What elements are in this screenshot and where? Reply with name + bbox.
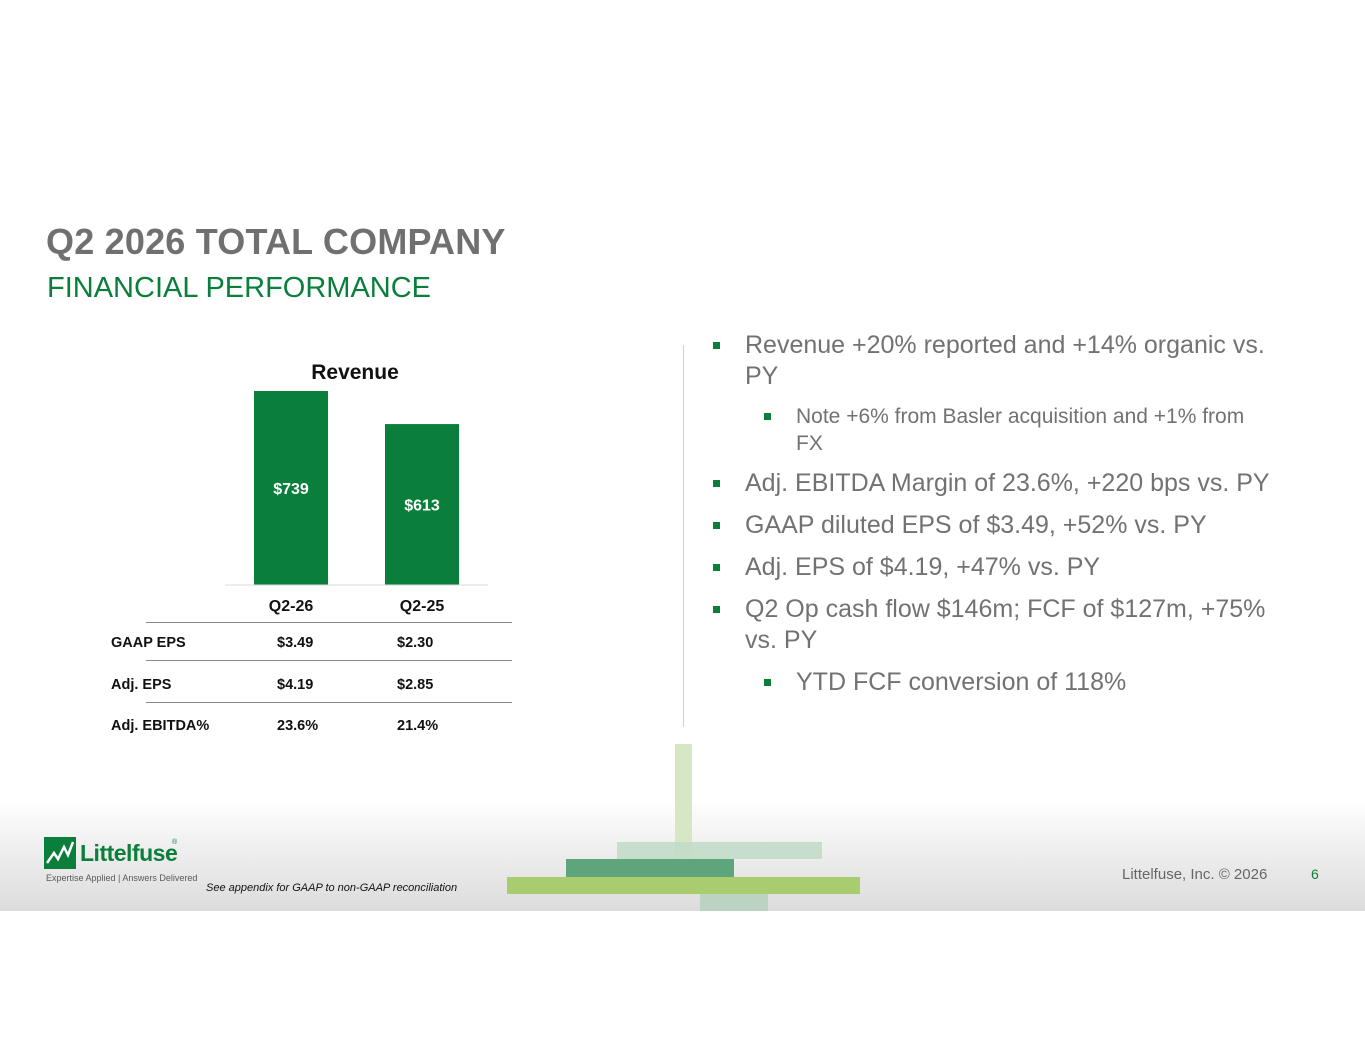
chart-title: Revenue [311, 361, 399, 384]
bullet-square-icon [764, 413, 771, 420]
decorative-bar [507, 877, 860, 894]
decorative-bar [700, 894, 768, 911]
footnote: See appendix for GAAP to non-GAAP reconc… [206, 882, 458, 894]
metric-value-q2-25: 21.4% [397, 718, 439, 734]
logo-mark-icon [44, 837, 76, 869]
metric-label: Adj. EBITDA% [111, 718, 210, 734]
bullet-square-icon [713, 480, 720, 487]
vertical-divider [683, 345, 684, 727]
bullet-square-icon [713, 564, 720, 571]
decorative-bar [566, 859, 734, 877]
metrics-table: GAAP EPS $3.49 $2.30 Adj. EPS $4.19 $2.8… [0, 0, 600, 760]
littelfuse-logo: Littelfuse ® Expertise Applied | Answers… [44, 837, 197, 883]
bullet-item: Adj. EPS of $4.19, +47% vs. PY [710, 552, 1270, 583]
bullet-text: Adj. EPS of $4.19, +47% vs. PY [745, 553, 1101, 581]
sub-bullet-item: YTD FCF conversion of 118% [710, 667, 1270, 698]
bar-value-label: $613 [404, 498, 440, 515]
metric-value-q2-26: 23.6% [277, 718, 319, 734]
category-label: Q2-26 [269, 598, 314, 615]
bullet-list: Revenue +20% reported and +14% organic v… [710, 330, 1270, 709]
sub-bullet-item: Note +6% from Basler acquisition and +1%… [710, 403, 1270, 457]
metric-value-q2-26: $4.19 [277, 677, 314, 693]
bullet-text: YTD FCF conversion of 118% [796, 668, 1127, 696]
bullet-item: GAAP diluted EPS of $3.49, +52% vs. PY [710, 510, 1270, 541]
revenue-bar-q2-25 [385, 424, 459, 585]
revenue-chart: Revenue $739 Q2-26 $613 Q2-25 [225, 361, 488, 615]
metric-value-q2-25: $2.85 [397, 677, 434, 693]
copyright: Littelfuse, Inc. © 2026 [1122, 866, 1268, 883]
bullet-square-icon [713, 606, 720, 613]
revenue-bar-q2-26 [254, 391, 328, 585]
bullet-text: Note +6% from Basler acquisition and +1%… [796, 405, 1245, 455]
decorative-bar [675, 744, 692, 860]
table-rule [146, 660, 512, 661]
bullet-square-icon [764, 679, 771, 686]
logo-registered: ® [172, 839, 178, 846]
table-rule [146, 622, 512, 623]
decorative-bar [617, 842, 822, 859]
bullet-item: Revenue +20% reported and +14% organic v… [710, 330, 1270, 392]
bullet-square-icon [713, 522, 720, 529]
bullet-text: GAAP diluted EPS of $3.49, +52% vs. PY [745, 511, 1207, 539]
logo-wordmark: Littelfuse [80, 840, 178, 866]
bullet-item: Q2 Op cash flow $146m; FCF of $127m, +75… [710, 594, 1270, 656]
bar-value-label: $739 [273, 481, 309, 498]
table-rule [146, 702, 512, 703]
bullet-text: Q2 Op cash flow $146m; FCF of $127m, +75… [745, 595, 1266, 654]
slide-title: Q2 2026 TOTAL COMPANY [46, 221, 506, 262]
bullet-text: Revenue +20% reported and +14% organic v… [745, 331, 1265, 390]
slide-subtitle: FINANCIAL PERFORMANCE [47, 272, 432, 304]
category-label: Q2-25 [400, 598, 445, 615]
metric-value-q2-26: $3.49 [277, 635, 314, 651]
logo-tagline: Expertise Applied | Answers Delivered [46, 873, 198, 883]
metric-label: GAAP EPS [111, 635, 186, 651]
bullet-square-icon [713, 342, 720, 349]
bullet-item: Adj. EBITDA Margin of 23.6%, +220 bps vs… [710, 468, 1270, 499]
metric-label: Adj. EPS [111, 677, 172, 693]
metric-value-q2-25: $2.30 [397, 635, 434, 651]
page-number: 6 [1311, 866, 1319, 882]
bullet-text: Adj. EBITDA Margin of 23.6%, +220 bps vs… [745, 469, 1270, 497]
